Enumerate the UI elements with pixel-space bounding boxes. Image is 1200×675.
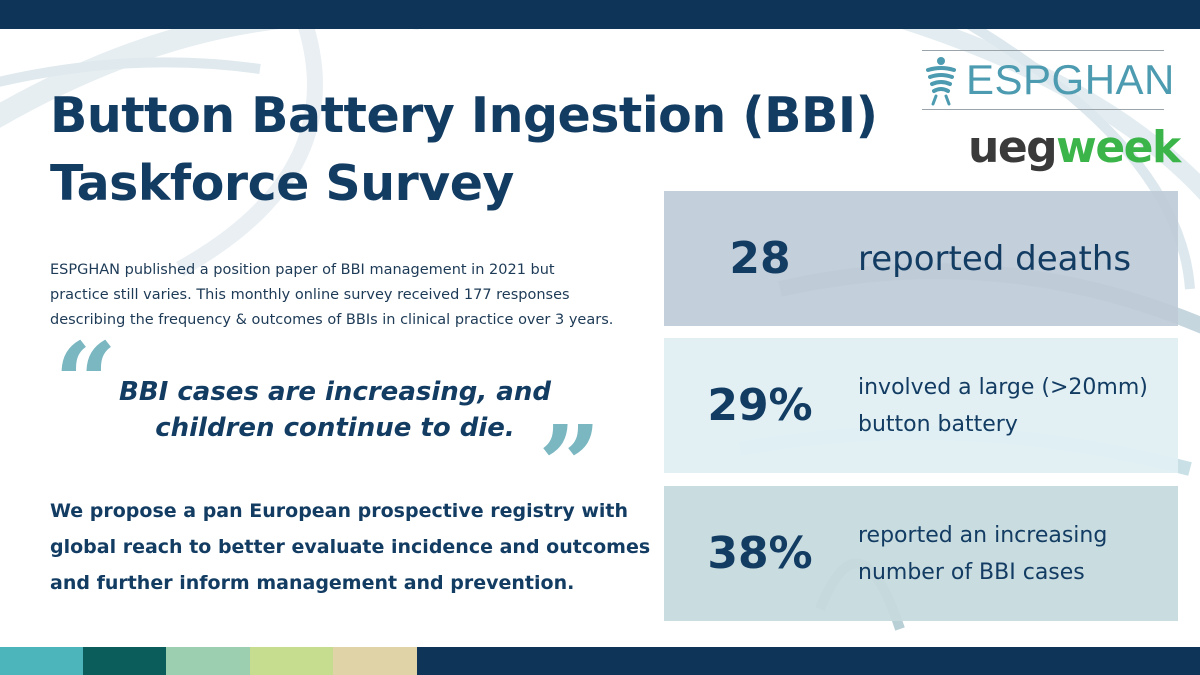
- proposal-statement: We propose a pan European prospective re…: [50, 493, 660, 601]
- week-logo-text: week: [1056, 122, 1181, 173]
- pull-quote: BBI cases are increasing, and children c…: [100, 374, 570, 446]
- stat-card-increasing-cases: 38% reported an increasing number of BBI…: [664, 486, 1178, 621]
- footer-stripe-4: [250, 647, 333, 675]
- stat-label-line: reported an increasing: [858, 522, 1108, 548]
- espghan-figure-icon: [926, 57, 956, 106]
- espghan-logo-top-rule: [922, 50, 1164, 51]
- pull-quote-line-2: children continue to die.: [155, 413, 515, 443]
- stat-label: involved a large (>20mm) button battery: [858, 338, 1168, 473]
- intro-paragraph: ESPGHAN published a position paper of BB…: [50, 258, 650, 333]
- intro-line-3: describing the frequency & outcomes of B…: [50, 312, 614, 328]
- footer-stripe-6: [417, 647, 1200, 675]
- stat-label-line: involved a large (>20mm): [858, 374, 1148, 400]
- page-title-line-2: Taskforce Survey: [50, 155, 514, 212]
- proposal-line-1: We propose a pan European prospective re…: [50, 500, 629, 522]
- espghan-logo: ESPGHAN: [918, 50, 1174, 110]
- top-banner-bar: [0, 0, 1200, 29]
- proposal-line-3: and further inform management and preven…: [50, 572, 575, 594]
- stat-label: reported an increasing number of BBI cas…: [858, 486, 1168, 621]
- page-title: Button Battery Ingestion (BBI) Taskforce…: [50, 82, 910, 218]
- intro-line-1: ESPGHAN published a position paper of BB…: [50, 262, 555, 278]
- stat-label-line: reported deaths: [858, 238, 1132, 279]
- footer-stripe-2: [83, 647, 166, 675]
- footer-stripe-5: [333, 647, 417, 675]
- stat-label-line: number of BBI cases: [858, 559, 1085, 585]
- stat-value: 29%: [707, 380, 813, 431]
- footer-stripe-1: [0, 647, 83, 675]
- stat-value: 28: [729, 233, 791, 284]
- ueg-week-logo: uegweek: [968, 118, 1181, 178]
- pull-quote-line-1: BBI cases are increasing, and: [119, 377, 551, 407]
- stat-label: reported deaths: [858, 191, 1168, 326]
- stat-label-line: button battery: [858, 411, 1018, 437]
- espghan-logo-text: ESPGHAN: [966, 56, 1175, 103]
- espghan-logo-bottom-rule: [922, 109, 1164, 110]
- stat-value: 38%: [707, 528, 813, 579]
- stat-card-large-battery: 29% involved a large (>20mm) button batt…: [664, 338, 1178, 473]
- ueg-logo-text: ueg: [968, 122, 1058, 173]
- footer-color-bar: [0, 647, 1200, 675]
- open-quote-icon: “: [54, 318, 118, 447]
- proposal-line-2: global reach to better evaluate incidenc…: [50, 536, 651, 558]
- close-quote-icon: ”: [538, 401, 602, 530]
- stat-card-deaths: 28 reported deaths: [664, 191, 1178, 326]
- intro-line-2: practice still varies. This monthly onli…: [50, 287, 570, 303]
- page-title-line-1: Button Battery Ingestion (BBI): [50, 87, 878, 144]
- footer-stripe-3: [166, 647, 250, 675]
